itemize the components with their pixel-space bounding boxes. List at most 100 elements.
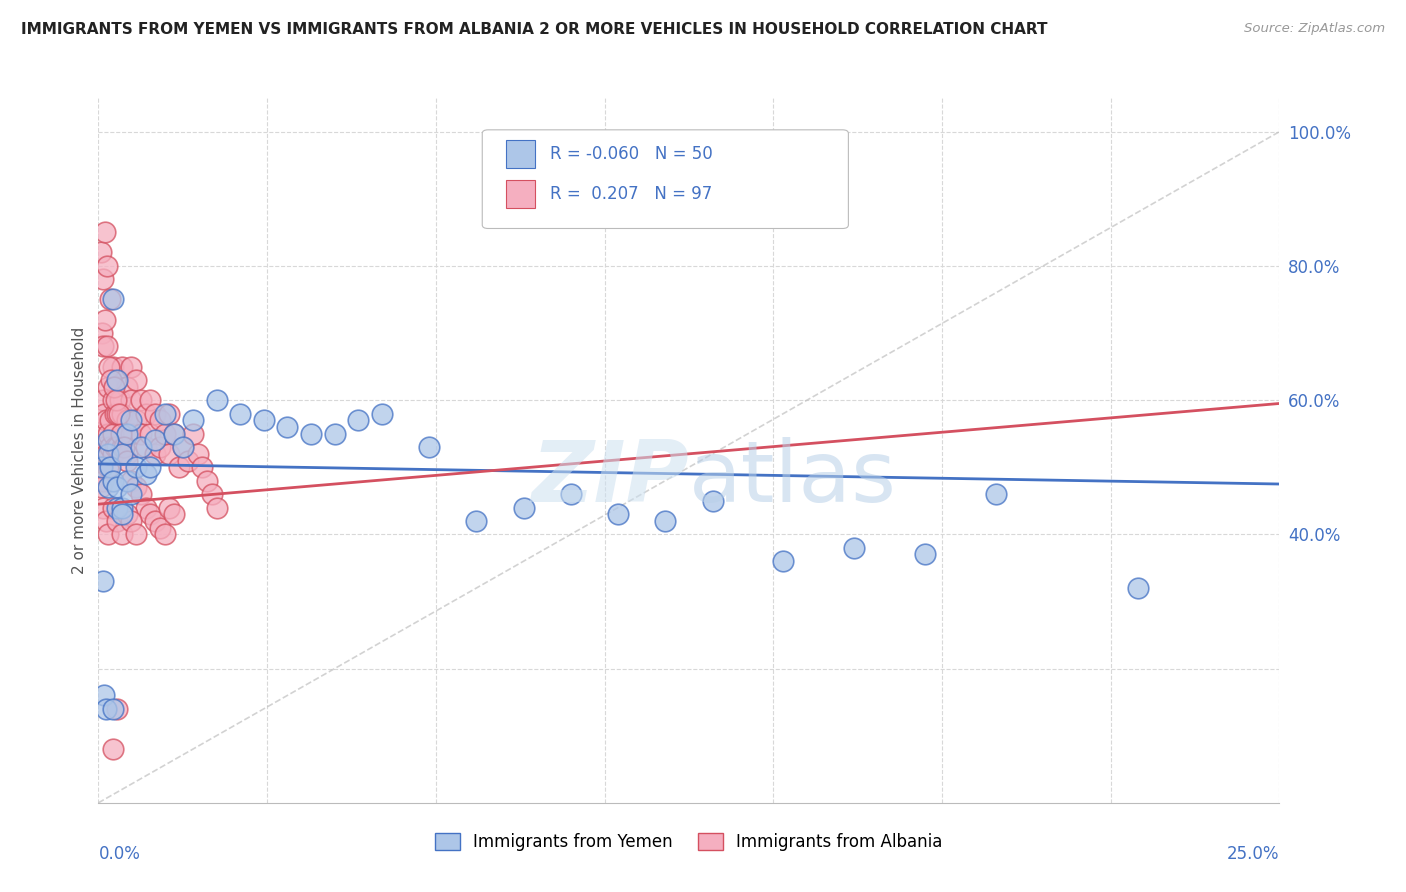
Point (347, 413, 370, 427)
Point (121, 487, 143, 501)
Point (105, 373, 128, 387)
Point (111, 447, 134, 461)
Point (105, 440, 128, 454)
Point (111, 359, 134, 374)
Point (191, 460, 214, 475)
Point (90, 447, 112, 461)
Point (125, 373, 148, 387)
Point (135, 500, 157, 515)
Point (104, 407, 127, 421)
Point (149, 440, 172, 454)
Point (984, 487, 1007, 501)
Point (94, 702, 117, 716)
Point (91, 474, 114, 488)
Point (163, 426, 186, 441)
Point (94, 413, 117, 427)
Point (98, 413, 121, 427)
Point (93, 407, 115, 421)
Point (97, 380, 120, 394)
Point (94, 514, 117, 528)
Point (105, 373, 128, 387)
Point (91, 272, 114, 286)
Point (98, 293, 121, 307)
Point (844, 541, 866, 555)
Point (121, 514, 143, 528)
Point (201, 487, 224, 501)
Point (101, 742, 124, 756)
Text: IMMIGRANTS FROM YEMEN VS IMMIGRANTS FROM ALBANIA 2 OR MORE VEHICLES IN HOUSEHOLD: IMMIGRANTS FROM YEMEN VS IMMIGRANTS FROM… (21, 22, 1047, 37)
Point (91, 339, 114, 353)
Point (91, 460, 114, 475)
Point (276, 420, 298, 434)
Point (125, 413, 148, 427)
Point (139, 393, 162, 408)
Point (167, 460, 190, 475)
Point (187, 447, 209, 461)
Point (96, 339, 118, 353)
Point (97, 447, 120, 461)
Point (157, 500, 180, 515)
Point (229, 407, 252, 421)
Point (101, 702, 124, 716)
Y-axis label: 2 or more Vehicles in Household: 2 or more Vehicles in Household (72, 326, 87, 574)
Point (143, 434, 166, 448)
Point (100, 373, 122, 387)
Point (139, 460, 162, 475)
Point (371, 407, 394, 421)
Point (129, 440, 152, 454)
Point (253, 413, 276, 427)
Point (157, 447, 180, 461)
Point (91, 326, 114, 340)
Point (139, 426, 162, 441)
Point (121, 359, 143, 374)
Point (135, 467, 157, 481)
Text: ZIP: ZIP (531, 437, 689, 520)
Point (115, 507, 138, 521)
Point (108, 393, 131, 408)
Point (91, 500, 114, 515)
Point (115, 426, 138, 441)
Point (172, 440, 194, 454)
Point (181, 413, 204, 427)
Point (121, 413, 143, 427)
Point (105, 480, 128, 494)
Point (163, 507, 186, 521)
Point (91, 574, 114, 589)
Point (101, 474, 124, 488)
Text: atlas: atlas (689, 437, 897, 520)
Point (90, 480, 112, 494)
Point (149, 521, 172, 535)
Point (98, 440, 121, 454)
Point (153, 527, 176, 541)
Point (93, 440, 115, 454)
Point (93, 689, 115, 703)
Point (91, 393, 114, 408)
Point (205, 500, 228, 515)
Point (129, 487, 152, 501)
Point (111, 407, 134, 421)
Point (323, 426, 346, 441)
Point (125, 460, 148, 475)
Point (105, 702, 128, 716)
Point (181, 426, 204, 441)
FancyBboxPatch shape (482, 130, 848, 228)
Point (115, 380, 138, 394)
Point (560, 487, 582, 501)
Point (418, 440, 440, 454)
Point (139, 507, 162, 521)
Point (607, 507, 630, 521)
Point (97, 426, 120, 441)
Point (914, 548, 936, 562)
Point (110, 426, 132, 441)
Point (465, 514, 488, 528)
Point (97, 460, 120, 475)
Point (129, 426, 152, 441)
Point (105, 500, 128, 515)
Point (299, 426, 322, 441)
Point (101, 426, 124, 441)
Point (135, 440, 157, 454)
Point (101, 500, 124, 515)
Point (111, 500, 134, 515)
Text: R = -0.060   N = 50: R = -0.060 N = 50 (550, 145, 713, 163)
Text: Source: ZipAtlas.com: Source: ZipAtlas.com (1244, 22, 1385, 36)
